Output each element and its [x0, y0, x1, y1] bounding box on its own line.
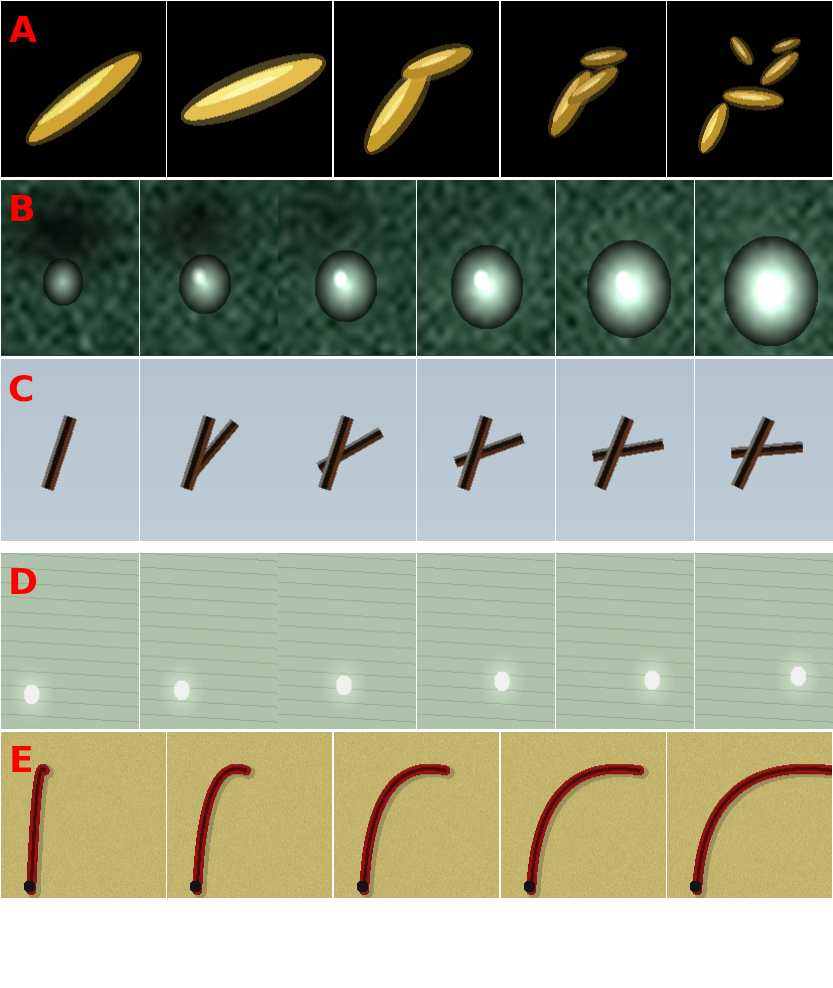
- Text: A: A: [9, 15, 37, 49]
- Text: E: E: [9, 745, 34, 780]
- Text: B: B: [7, 194, 35, 228]
- Text: C: C: [7, 373, 34, 407]
- Text: D: D: [7, 567, 37, 602]
